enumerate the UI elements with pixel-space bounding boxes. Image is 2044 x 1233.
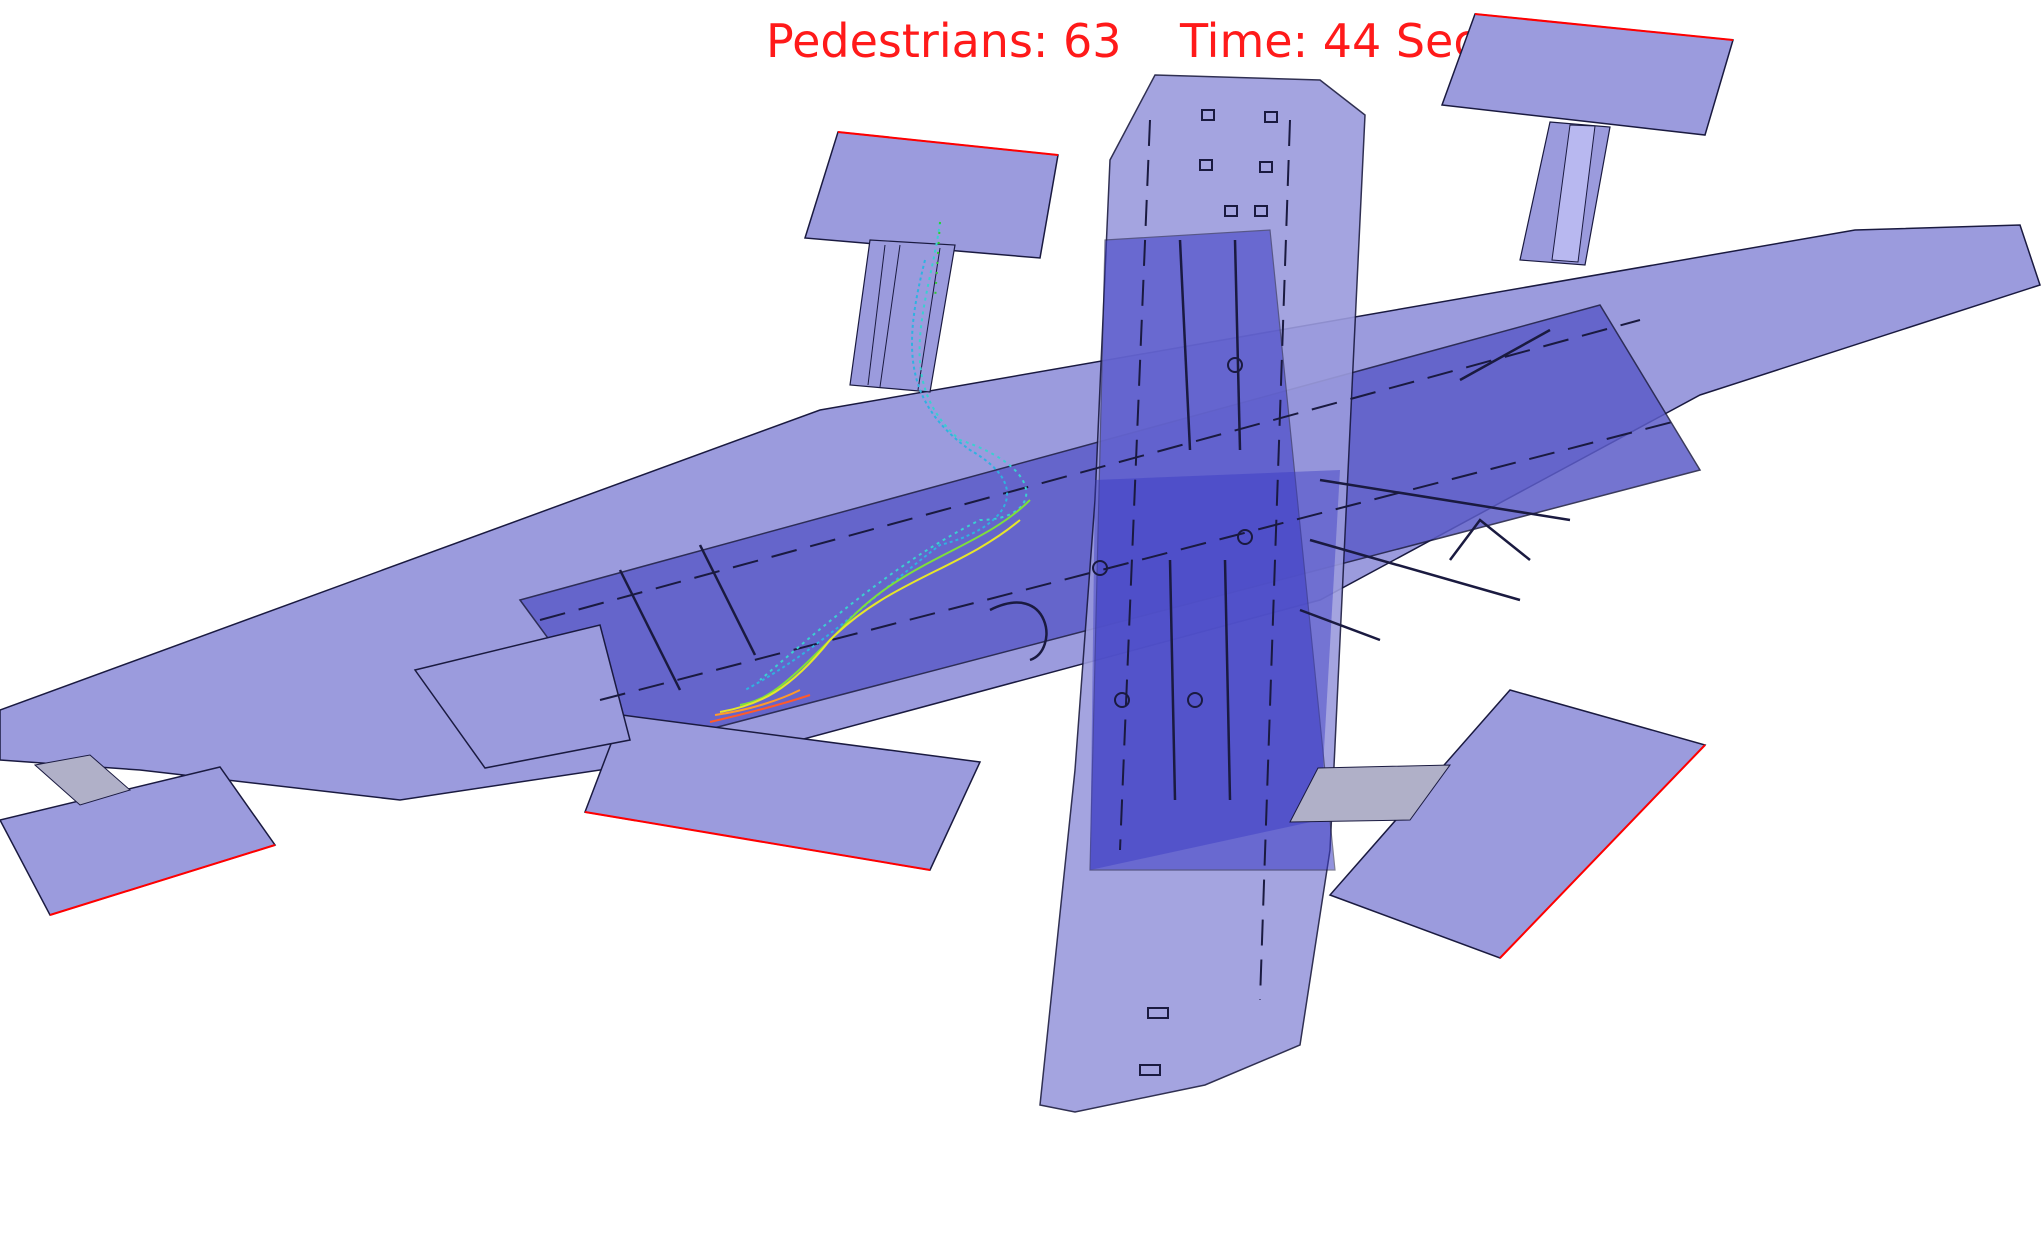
stair-tread xyxy=(1551,124,1596,263)
corridor-south-east xyxy=(1289,764,1451,823)
pedestrian-count-label: Pedestrians: 63 xyxy=(766,14,1122,68)
stair-rail xyxy=(879,244,901,388)
simulation-time-label: Time: 44 Sec xyxy=(1180,14,1479,68)
stair-rail xyxy=(867,244,886,386)
lower-dark-slab xyxy=(1090,470,1340,870)
pedestrian-trails xyxy=(709,221,1031,723)
exit-edge xyxy=(1499,744,1706,959)
side-wing-west xyxy=(413,624,631,769)
platform-edge-lines xyxy=(539,119,1681,1001)
exit-edge xyxy=(837,131,1059,156)
interior-walls xyxy=(618,239,1571,801)
exit-edge xyxy=(584,811,931,871)
exit-edge xyxy=(1474,13,1734,41)
entrance-block-south-central xyxy=(583,714,982,871)
central-dark-slab xyxy=(1089,229,1336,871)
stair-south-west xyxy=(33,754,132,806)
stair-rail xyxy=(917,247,941,391)
entrance-block-south-west xyxy=(0,766,277,916)
exit-edge xyxy=(49,844,276,916)
simulation-hud: Pedestrians: 63 Time: 44 Sec xyxy=(0,14,2044,74)
entrance-block-north-east xyxy=(1440,13,1734,136)
columns xyxy=(1092,109,1278,1076)
entrance-block-south-east xyxy=(1328,689,1707,959)
stair-north-west xyxy=(849,239,956,393)
